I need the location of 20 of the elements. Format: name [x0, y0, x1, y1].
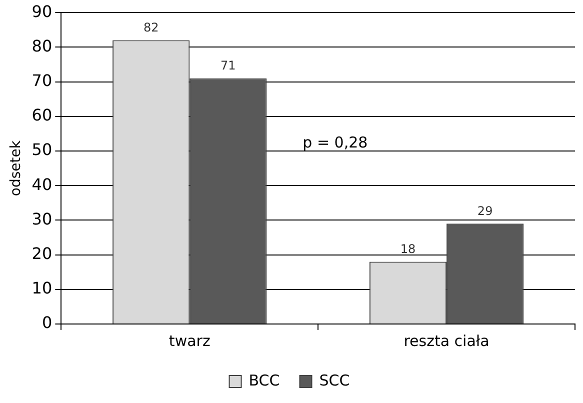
- y-tick-label: 30: [32, 209, 52, 228]
- y-tick-label: 60: [32, 106, 52, 125]
- y-tick-label: 70: [32, 70, 52, 90]
- y-tick-label: 20: [32, 244, 52, 263]
- y-tick-label: 80: [32, 36, 52, 56]
- y-tick-label: 10: [32, 278, 52, 298]
- annotation: p = 0,28: [302, 133, 368, 152]
- data-label: 82: [143, 20, 159, 34]
- data-label: 71: [220, 58, 236, 72]
- y-tick-label: 40: [32, 174, 52, 194]
- y-tick-label: 0: [42, 313, 52, 332]
- legend-label: SCC: [319, 371, 350, 390]
- data-label: 29: [477, 204, 493, 218]
- y-tick-label: 50: [32, 140, 52, 160]
- legend-label: BCC: [248, 371, 280, 390]
- x-tick-label: reszta ciała: [404, 332, 490, 350]
- y-tick-label: 90: [32, 2, 52, 21]
- data-label: 18: [400, 242, 416, 256]
- y-axis-title: odsetek: [8, 140, 24, 196]
- x-tick-label: twarz: [168, 332, 210, 350]
